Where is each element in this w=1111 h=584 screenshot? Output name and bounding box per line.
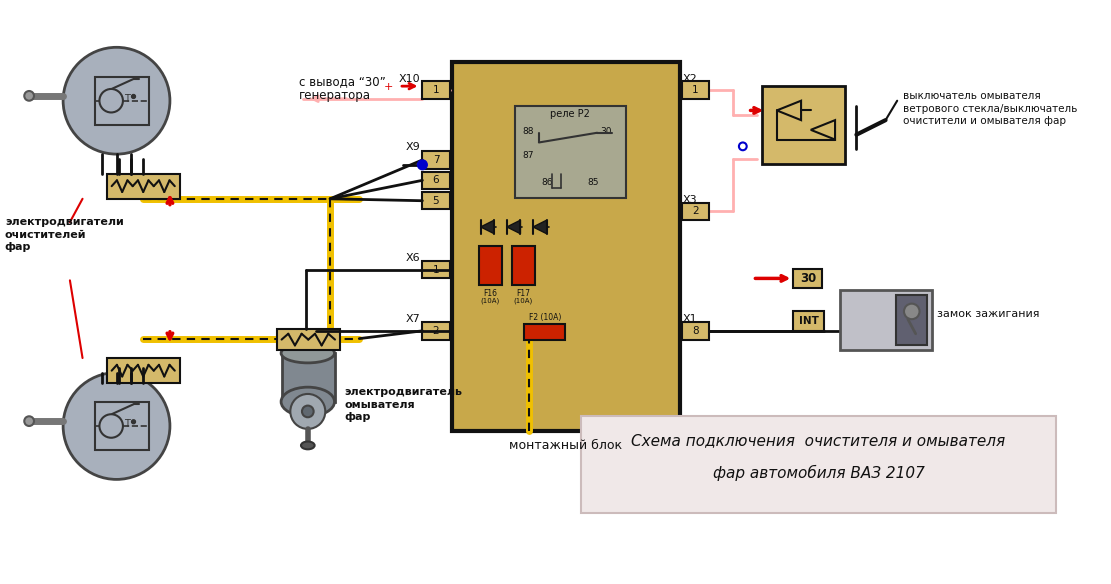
Circle shape bbox=[131, 420, 136, 423]
Text: INT: INT bbox=[799, 316, 819, 326]
Text: 86: 86 bbox=[542, 178, 553, 187]
Text: X3: X3 bbox=[682, 195, 698, 205]
Bar bbox=[581, 416, 1057, 513]
Text: T: T bbox=[123, 93, 130, 103]
Polygon shape bbox=[507, 220, 520, 234]
Text: реле P2: реле P2 bbox=[550, 109, 590, 120]
Circle shape bbox=[131, 95, 136, 99]
Text: фар: фар bbox=[4, 242, 31, 252]
Bar bbox=[682, 203, 709, 220]
Polygon shape bbox=[481, 220, 494, 234]
Bar bbox=[422, 151, 450, 169]
Text: ветрового стекла/выключатель: ветрового стекла/выключатель bbox=[903, 103, 1078, 114]
Text: X2: X2 bbox=[682, 74, 698, 84]
Text: T: T bbox=[123, 419, 130, 429]
Text: фар автомобиля ВАЗ 2107: фар автомобиля ВАЗ 2107 bbox=[712, 464, 924, 481]
Text: 30: 30 bbox=[800, 272, 815, 285]
Bar bbox=[107, 358, 180, 383]
Bar bbox=[514, 106, 627, 198]
Circle shape bbox=[290, 394, 326, 429]
Bar bbox=[897, 295, 928, 345]
Bar bbox=[682, 322, 709, 339]
Text: 5: 5 bbox=[432, 196, 439, 206]
Circle shape bbox=[418, 160, 428, 170]
Text: 1: 1 bbox=[432, 85, 439, 95]
Text: F16: F16 bbox=[483, 289, 498, 298]
Text: выключатель омывателя: выключатель омывателя bbox=[903, 91, 1041, 101]
Bar bbox=[422, 261, 450, 279]
Circle shape bbox=[24, 91, 34, 100]
Bar bbox=[422, 192, 450, 210]
Ellipse shape bbox=[281, 343, 334, 363]
Bar bbox=[793, 311, 824, 331]
Text: электродвигатель: электродвигатель bbox=[344, 387, 462, 397]
Bar bbox=[479, 246, 502, 285]
Circle shape bbox=[302, 406, 313, 417]
Polygon shape bbox=[533, 220, 547, 234]
Text: +: + bbox=[383, 82, 397, 92]
Bar bbox=[793, 269, 822, 288]
Text: X7: X7 bbox=[406, 314, 420, 324]
Text: 2: 2 bbox=[692, 206, 699, 217]
Text: X1: X1 bbox=[682, 314, 698, 324]
Text: очистители и омывателя фар: очистители и омывателя фар bbox=[903, 116, 1067, 126]
Text: генератора: генератора bbox=[299, 89, 371, 102]
Bar bbox=[96, 402, 149, 450]
Bar bbox=[277, 329, 340, 350]
Text: очистителей: очистителей bbox=[4, 230, 87, 240]
Bar bbox=[840, 290, 932, 350]
Text: 8: 8 bbox=[692, 326, 699, 336]
Bar bbox=[281, 353, 336, 402]
Text: омывателя: омывателя bbox=[344, 400, 416, 410]
Text: 7: 7 bbox=[432, 155, 439, 165]
Ellipse shape bbox=[281, 387, 334, 416]
Bar bbox=[422, 322, 450, 339]
Bar bbox=[96, 77, 149, 125]
Text: 1: 1 bbox=[692, 85, 699, 95]
Text: замок зажигания: замок зажигания bbox=[937, 310, 1040, 319]
Text: 1: 1 bbox=[432, 265, 439, 274]
Text: F2 (10A): F2 (10A) bbox=[529, 313, 561, 322]
Text: 2: 2 bbox=[432, 326, 439, 336]
Text: Схема подключения  очистителя и омывателя: Схема подключения очистителя и омывателя bbox=[631, 433, 1005, 448]
Text: 87: 87 bbox=[522, 151, 534, 160]
Text: X9: X9 bbox=[406, 142, 420, 152]
Text: (10A): (10A) bbox=[481, 298, 500, 304]
Bar bbox=[451, 62, 680, 431]
Text: F17: F17 bbox=[517, 289, 530, 298]
Circle shape bbox=[904, 304, 920, 319]
Text: 88: 88 bbox=[522, 127, 534, 136]
Bar bbox=[762, 86, 844, 164]
Text: фар: фар bbox=[344, 412, 371, 422]
Circle shape bbox=[63, 373, 170, 479]
Text: (10A): (10A) bbox=[513, 298, 533, 304]
Text: X10: X10 bbox=[399, 74, 420, 84]
Bar bbox=[422, 81, 450, 99]
Ellipse shape bbox=[301, 442, 314, 449]
Circle shape bbox=[24, 416, 34, 426]
Bar bbox=[107, 173, 180, 199]
Bar bbox=[422, 172, 450, 189]
Bar bbox=[682, 81, 709, 99]
Text: X6: X6 bbox=[406, 253, 420, 263]
Bar bbox=[512, 246, 536, 285]
Bar bbox=[524, 324, 565, 339]
Text: 6: 6 bbox=[432, 175, 439, 185]
Text: 85: 85 bbox=[588, 178, 599, 187]
Circle shape bbox=[63, 47, 170, 154]
Text: электродвигатели: электродвигатели bbox=[4, 217, 123, 227]
Text: монтажный блок: монтажный блок bbox=[509, 439, 622, 451]
Text: 30: 30 bbox=[600, 127, 611, 136]
Text: с вывода “30”: с вывода “30” bbox=[299, 75, 386, 88]
